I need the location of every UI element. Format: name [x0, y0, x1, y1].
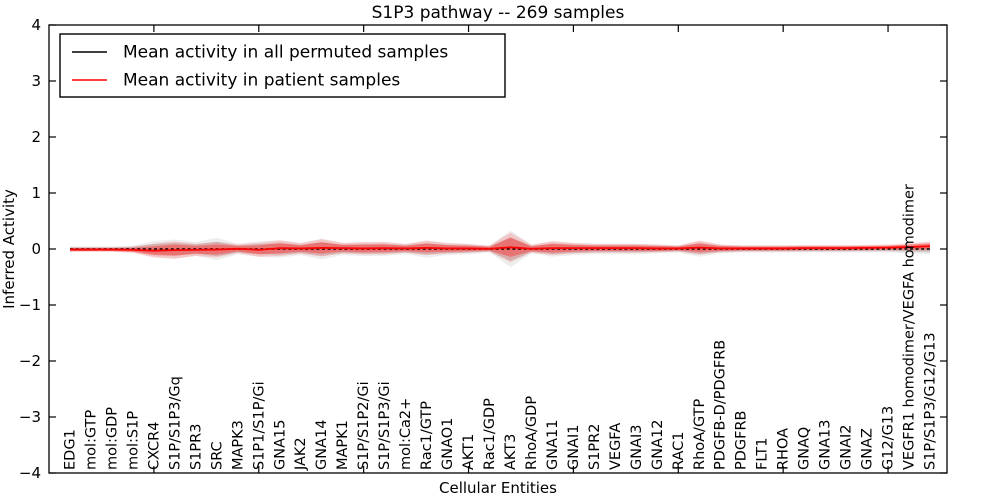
y-tick-label: 4	[31, 16, 41, 34]
x-category-label: S1PR3	[188, 424, 204, 470]
y-tick-label: −4	[19, 464, 41, 482]
x-category-label: RhoA/GDP	[524, 396, 540, 470]
x-category-label: Rac1/GDP	[482, 398, 498, 470]
x-category-label: PDGFRB	[734, 410, 750, 470]
x-category-label: JAK2	[293, 437, 309, 471]
legend-patient-label: Mean activity in patient samples	[123, 71, 400, 91]
y-axis-label: Inferred Activity	[0, 189, 18, 309]
x-axis-label: Cellular Entities	[439, 479, 557, 497]
legend-box	[59, 33, 506, 98]
legend: Mean activity in all permuted samples Me…	[59, 33, 506, 98]
x-category-label: GNAI3	[629, 424, 645, 470]
x-category-label: VEGFA	[608, 423, 624, 470]
patient-mean-line	[70, 245, 931, 252]
x-category-label: mol:Ca2+	[398, 398, 414, 470]
x-category-label: RAC1	[671, 431, 687, 470]
x-category-label: GNA15	[272, 420, 288, 470]
x-category-label: GNA12	[650, 420, 666, 470]
x-category-label: S1P/S1P3/Gq	[167, 376, 183, 470]
y-tick-labels: −4 −3 −2 −1 0 1 2 3 4	[19, 16, 41, 482]
x-category-label: SRC	[209, 441, 225, 470]
x-category-label: VEGFR1 homodimer/VEGFA homodimer	[902, 184, 918, 470]
x-category-label: S1P/S1P3/G12/G13	[923, 332, 939, 470]
y-tick-label: −3	[19, 408, 41, 426]
x-category-label: GNA13	[818, 420, 834, 470]
x-category-label: GNA11	[545, 420, 561, 470]
mean-activity-lines	[70, 245, 931, 252]
x-category-label: MAPK3	[230, 420, 246, 470]
x-category-label: S1PR2	[587, 424, 603, 470]
y-tick-label: 3	[31, 72, 41, 90]
x-category-label: MAPK1	[335, 420, 351, 470]
y-tick-label: 2	[31, 128, 41, 146]
x-category-label: AKT3	[503, 434, 519, 470]
x-category-label: GNA14	[314, 420, 330, 470]
y-tick-label: 0	[31, 240, 41, 258]
permuted-samples-spread-inner	[70, 237, 930, 261]
x-category-label: PDGFB-D/PDGFRB	[713, 340, 729, 470]
x-category-label: CXCR4	[146, 422, 162, 470]
x-category-label: GNAO1	[440, 418, 456, 470]
x-category-label: mol:S1P	[125, 411, 141, 470]
x-category-label: Rac1/GTP	[419, 401, 435, 470]
axis-ticks	[49, 24, 947, 474]
y-tick-label: 1	[31, 184, 41, 202]
chart-title: S1P3 pathway -- 269 samples	[372, 3, 625, 23]
x-category-label: FLT1	[755, 437, 771, 470]
permuted-samples-spread-outer	[70, 230, 930, 268]
x-category-label: GNAI2	[839, 424, 855, 470]
x-category-labels: EDG1 mol:GTP mol:GDP mol:S1P CXCR4 S1P/S1P3/G…	[63, 184, 939, 471]
y-tick-label: −1	[19, 296, 41, 314]
x-category-label: S1P/S1P3/Gi	[377, 381, 393, 470]
x-category-label: GNAI1	[566, 424, 582, 470]
y-tick-label: −2	[19, 352, 41, 370]
x-category-label: S1P/S1P2/Gi	[356, 381, 372, 470]
x-category-label: mol:GDP	[104, 407, 120, 470]
x-category-label: RhoA/GTP	[692, 398, 708, 470]
x-category-label: AKT1	[461, 434, 477, 470]
legend-permuted-label: Mean activity in all permuted samples	[123, 43, 448, 63]
x-category-label: S1P1/S1P/Gi	[251, 381, 267, 470]
x-category-label: GNAZ	[860, 428, 876, 470]
x-category-label: RHOA	[776, 428, 792, 470]
x-category-label: GNAQ	[797, 427, 813, 470]
x-category-label: mol:GTP	[83, 410, 99, 470]
x-category-label: EDG1	[63, 429, 79, 470]
x-category-label: G12/G13	[881, 406, 897, 470]
